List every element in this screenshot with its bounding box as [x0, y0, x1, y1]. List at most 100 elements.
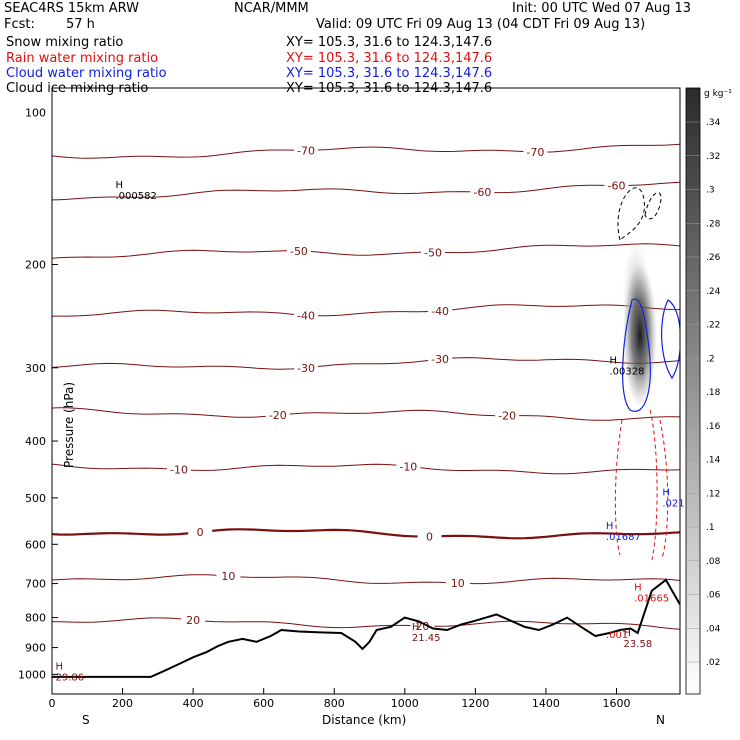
legend-cloud-water-xy: XY= 105.3, 31.6 to 124.3,147.6 [286, 66, 493, 81]
contour-label-bg [421, 245, 446, 259]
contour-line [52, 304, 680, 317]
cloud-ice-shading [623, 263, 657, 407]
contour-label-bg [410, 618, 435, 632]
x-tick-label: 1200 [461, 697, 489, 710]
y-tick-label: 800 [25, 612, 46, 625]
y-tick-label: 600 [25, 538, 46, 551]
legend-cloud-water-name: Cloud water mixing ratio [6, 66, 167, 81]
high-marker: H [606, 521, 614, 532]
contour-label: 10 [221, 570, 235, 583]
high-marker: H [56, 661, 64, 672]
colorbar-label: .08 [706, 557, 721, 567]
y-tick-label: 700 [25, 578, 46, 591]
contour-label-bg [417, 529, 442, 543]
contour-label: 0 [197, 526, 204, 539]
snow-contour [617, 187, 645, 241]
x-tick-label: 0 [49, 697, 56, 710]
high-marker: H [609, 356, 617, 367]
colorbar-label: .14 [706, 456, 721, 466]
colorbar-unit: g kg⁻¹ [704, 89, 732, 99]
contour-label: -50 [424, 246, 442, 259]
contour-label: -60 [473, 186, 491, 199]
legend-rain-name: Rain water mixing ratio [6, 51, 159, 66]
terrain-line [52, 578, 680, 678]
colorbar-label: .3 [706, 186, 715, 196]
legend-snow-name: Snow mixing ratio [6, 35, 124, 50]
contour-label-bg [265, 408, 290, 422]
hydrometeor-fields [614, 187, 680, 561]
colorbar-label: .32 [706, 152, 720, 162]
high-marker: H [116, 180, 124, 191]
colorbar-label: .24 [706, 287, 721, 297]
contour-label-bg [470, 185, 495, 199]
contour-label-bg [294, 143, 319, 157]
contour-label: 10 [451, 577, 465, 590]
contour-line [52, 357, 680, 370]
colorbar-label: .02 [706, 658, 720, 668]
contour-label-bg [495, 408, 520, 422]
colorbar-label: .28 [706, 219, 721, 229]
x-tick-label: 200 [112, 697, 133, 710]
contour-line [52, 463, 680, 475]
x-axis-label: Distance (km) [322, 713, 406, 727]
contour-label-bg [188, 525, 213, 539]
y-tick-label: 200 [25, 259, 46, 272]
cloud-water-contour [622, 298, 651, 412]
x-tick-label: 1600 [602, 697, 630, 710]
colorbar: g kg⁻¹ .34 .32 .3 .28 .26 .24 .22 .2 .18 .16 .14 .1… [685, 87, 732, 695]
colorbar-label: .12 [706, 489, 720, 499]
contour-label: -40 [297, 309, 315, 322]
extrema-labels: H.000582H.00328H.021H.01687H.01665H21.45… [56, 180, 685, 683]
contour-line [52, 574, 680, 585]
high-value: 29.86 [56, 672, 85, 683]
colorbar-label: .22 [706, 321, 720, 331]
colorbar-label: .26 [706, 253, 721, 263]
colorbar-ramp [685, 87, 701, 695]
x-tick-label: 400 [183, 697, 204, 710]
rain-water-contour [614, 409, 669, 561]
contour-label-bg [216, 569, 241, 583]
contour-label-bg [396, 459, 421, 473]
model-title: SEAC4RS 15km ARW [4, 1, 140, 16]
colorbar-label: .06 [706, 591, 721, 601]
forecast-hour: 57 h [66, 17, 95, 32]
contour-label: -30 [431, 353, 449, 366]
contour-label-bg [286, 243, 311, 257]
high-value: 23.58 [624, 639, 653, 650]
high-marker: H [634, 583, 642, 594]
contour-label-bg [604, 178, 629, 192]
high-value: .021 [662, 498, 684, 509]
contour-label-bg [181, 613, 206, 627]
high-value: .01665 [634, 594, 669, 605]
init-time: Init: 00 UTC Wed 07 Aug 13 [512, 1, 692, 16]
contour-label-bg [428, 352, 453, 366]
colorbar-label: .1 [706, 523, 715, 533]
cloud-water-contour-2 [661, 299, 680, 380]
direction-north: N [656, 713, 665, 727]
plot-frame [51, 87, 681, 695]
direction-south: S [82, 713, 90, 727]
y-tick-label: 400 [25, 435, 46, 448]
snow-contour-2 [644, 192, 662, 220]
colorbar-label: .04 [706, 624, 721, 634]
x-tick-label: 1000 [391, 697, 419, 710]
contour-label-bg [294, 308, 319, 322]
contour-line [52, 407, 680, 421]
contour-label: -40 [431, 305, 449, 318]
y-tick-label: 900 [25, 642, 46, 655]
y-tick-label: 500 [25, 492, 46, 505]
axes: 0 200 400 600 800 1000 1200 1400 160020030040050… [18, 106, 630, 710]
colorbar-label: .34 [706, 118, 721, 128]
contour-line [52, 243, 680, 259]
contour-label-bg [523, 145, 548, 159]
legend-rain-xy: XY= 105.3, 31.6 to 124.3,147.6 [286, 51, 493, 66]
legend-snow-xy: XY= 105.3, 31.6 to 124.3,147.6 [286, 35, 493, 50]
colorbar-label: .2 [706, 354, 715, 364]
x-tick-label: 600 [253, 697, 274, 710]
contour-label: 20 [186, 614, 200, 627]
contour-label-bg [428, 303, 453, 317]
contour-label: -20 [269, 409, 287, 422]
contour-label: -70 [526, 146, 544, 159]
contour-label-bg [445, 576, 470, 590]
